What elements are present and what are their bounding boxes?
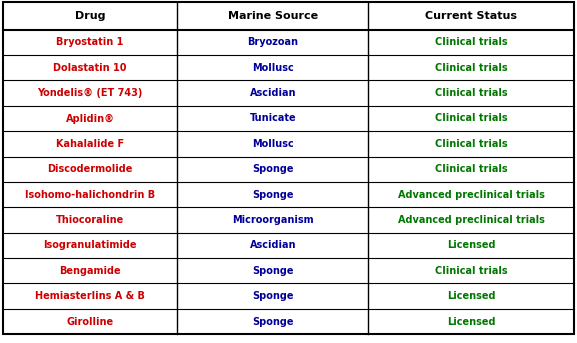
Text: Mollusc: Mollusc <box>252 139 294 149</box>
Text: Yondelis® (ET 743): Yondelis® (ET 743) <box>38 88 143 98</box>
Text: Clinical trials: Clinical trials <box>435 266 508 276</box>
Text: Advanced preclinical trials: Advanced preclinical trials <box>398 190 545 200</box>
Text: Clinical trials: Clinical trials <box>435 63 508 73</box>
Text: Licensed: Licensed <box>447 317 496 327</box>
Text: Tunicate: Tunicate <box>249 114 296 123</box>
Text: Marine Source: Marine Source <box>228 11 318 21</box>
Text: Clinical trials: Clinical trials <box>435 164 508 174</box>
Text: Thiocoraline: Thiocoraline <box>56 215 124 225</box>
Text: Sponge: Sponge <box>252 317 294 327</box>
Text: Bryostatin 1: Bryostatin 1 <box>57 37 123 47</box>
Text: Girolline: Girolline <box>66 317 114 327</box>
Text: Clinical trials: Clinical trials <box>435 37 508 47</box>
Text: Drug: Drug <box>75 11 105 21</box>
Text: Clinical trials: Clinical trials <box>435 88 508 98</box>
Text: Kahalalide F: Kahalalide F <box>56 139 124 149</box>
Text: Hemiasterlins A & B: Hemiasterlins A & B <box>35 291 145 301</box>
Text: Aplidin®: Aplidin® <box>66 114 114 123</box>
Text: Advanced preclinical trials: Advanced preclinical trials <box>398 215 545 225</box>
Text: Discodermolide: Discodermolide <box>47 164 133 174</box>
Text: Ascidian: Ascidian <box>249 240 296 250</box>
Text: Isohomo-halichondrin B: Isohomo-halichondrin B <box>25 190 155 200</box>
Text: Dolastatin 10: Dolastatin 10 <box>53 63 127 73</box>
Text: Sponge: Sponge <box>252 291 294 301</box>
Text: Clinical trials: Clinical trials <box>435 114 508 123</box>
Text: Licensed: Licensed <box>447 240 496 250</box>
Text: Bryozoan: Bryozoan <box>248 37 298 47</box>
Text: Mollusc: Mollusc <box>252 63 294 73</box>
Text: Isogranulatimide: Isogranulatimide <box>43 240 137 250</box>
Text: Clinical trials: Clinical trials <box>435 139 508 149</box>
Text: Licensed: Licensed <box>447 291 496 301</box>
Text: Sponge: Sponge <box>252 190 294 200</box>
Text: Bengamide: Bengamide <box>59 266 121 276</box>
Text: Microorganism: Microorganism <box>232 215 314 225</box>
Text: Ascidian: Ascidian <box>249 88 296 98</box>
Text: Sponge: Sponge <box>252 266 294 276</box>
Text: Sponge: Sponge <box>252 164 294 174</box>
Text: Current Status: Current Status <box>425 11 518 21</box>
